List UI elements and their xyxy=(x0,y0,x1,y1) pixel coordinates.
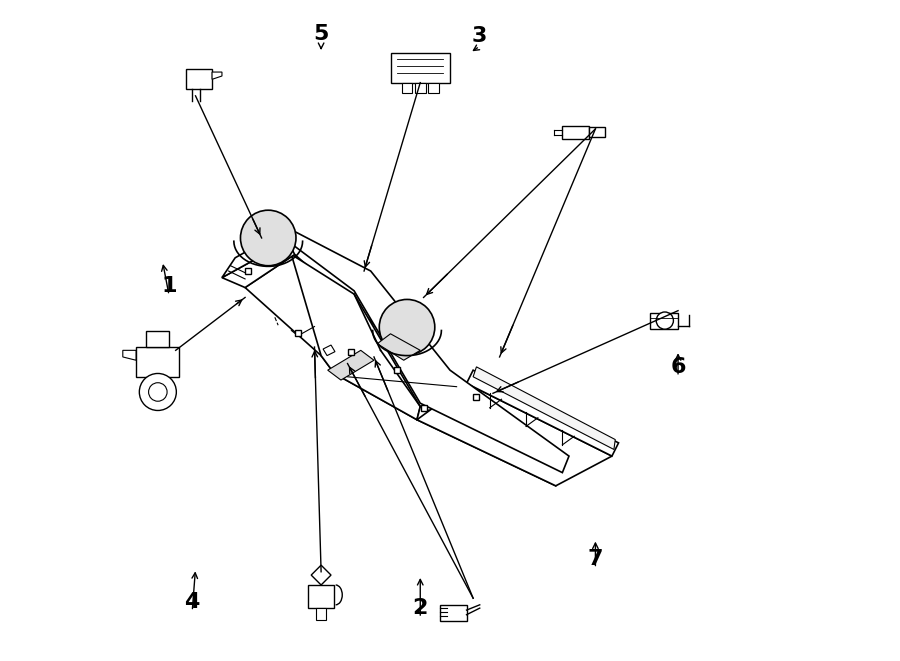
Polygon shape xyxy=(650,313,678,329)
Text: 7: 7 xyxy=(588,549,603,568)
Polygon shape xyxy=(440,605,466,621)
Circle shape xyxy=(140,373,176,410)
Polygon shape xyxy=(323,345,335,356)
Text: 6: 6 xyxy=(670,357,686,377)
Circle shape xyxy=(656,312,673,329)
Polygon shape xyxy=(185,69,212,89)
Polygon shape xyxy=(222,228,569,473)
Polygon shape xyxy=(417,383,612,486)
Polygon shape xyxy=(122,350,136,360)
Polygon shape xyxy=(589,127,606,137)
Polygon shape xyxy=(316,608,327,620)
Polygon shape xyxy=(377,334,420,360)
Text: 5: 5 xyxy=(313,24,328,44)
Circle shape xyxy=(148,383,167,401)
Polygon shape xyxy=(321,321,384,373)
Polygon shape xyxy=(401,83,412,93)
Polygon shape xyxy=(562,126,589,139)
Text: 2: 2 xyxy=(412,598,427,618)
Polygon shape xyxy=(328,350,374,380)
Polygon shape xyxy=(136,347,179,377)
Polygon shape xyxy=(428,83,439,93)
Text: 3: 3 xyxy=(472,26,488,46)
Polygon shape xyxy=(391,53,450,83)
Polygon shape xyxy=(245,254,371,356)
Polygon shape xyxy=(146,330,169,347)
Text: 4: 4 xyxy=(184,592,200,611)
Polygon shape xyxy=(308,585,334,608)
Polygon shape xyxy=(473,367,616,449)
Polygon shape xyxy=(311,565,331,585)
Polygon shape xyxy=(212,72,222,79)
Polygon shape xyxy=(417,407,562,486)
Polygon shape xyxy=(222,241,294,288)
Circle shape xyxy=(240,210,296,266)
Text: 1: 1 xyxy=(161,276,176,295)
Polygon shape xyxy=(292,254,420,420)
Polygon shape xyxy=(466,370,618,456)
Polygon shape xyxy=(415,83,426,93)
Circle shape xyxy=(379,299,435,355)
Polygon shape xyxy=(334,337,466,420)
